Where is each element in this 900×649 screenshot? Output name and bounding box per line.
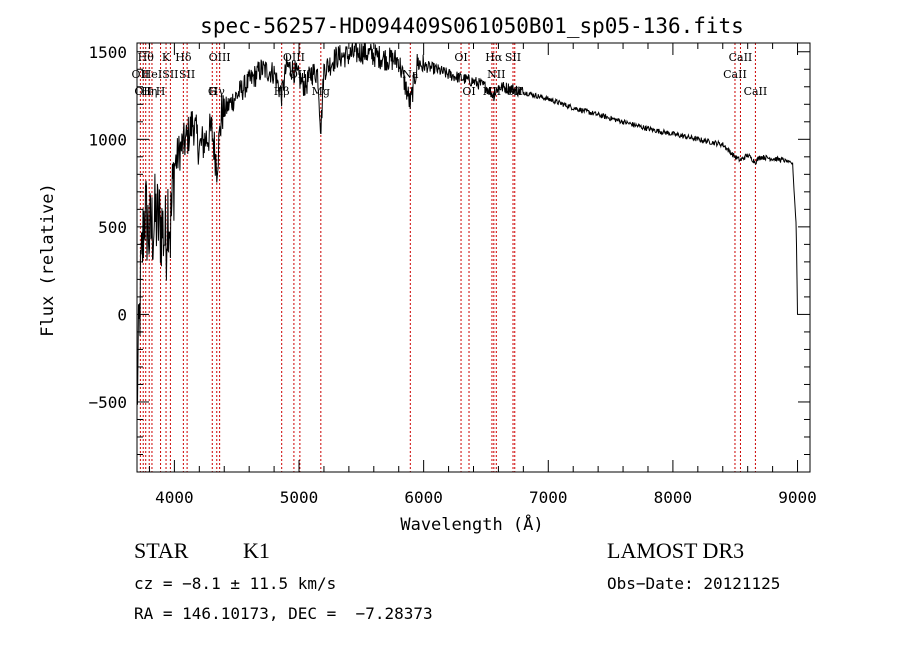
object-class: STAR [134,538,189,563]
line-marker-label: OI [454,51,467,64]
y-tick-label: 500 [98,218,127,237]
spectrum-line [136,42,798,405]
line-marker-label: NII [487,68,505,81]
x-tick-label: 8000 [654,488,693,507]
y-tick-label: 0 [117,305,127,324]
line-marker-label: H [156,85,166,98]
line-marker-label: Hδ [175,51,192,64]
line-marker-label: Hη [141,85,157,98]
line-marker-label: CaII [729,51,753,64]
line-marker-label: OII [132,68,150,81]
line-marker-label: Mg [312,85,330,98]
line-marker-label: SII [179,68,195,81]
line-marker-label: SII [505,51,521,64]
line-marker-labels: OIIOIIHθHηHeIHKSIIHδSIIGHγOIIIHβOIIIOIII… [132,51,768,98]
survey-name: LAMOST DR3 [607,538,745,563]
plot-frame [136,42,811,473]
line-marker-label: OI [462,85,475,98]
y-tick-label: 1500 [88,43,127,62]
y-axis: −500 0 500 1000 1500 [88,43,810,455]
line-marker-label: Hθ [138,51,155,64]
ra-dec: RA = 146.10173, DEC = −7.28373 [134,604,433,623]
x-tick-label: 9000 [778,488,817,507]
line-marker-label: HeI [142,68,162,81]
line-marker-label: Hγ [209,85,226,98]
line-marker-label: Hα [485,51,503,64]
x-tick-label: 5000 [280,488,319,507]
line-marker-label: SII [162,68,178,81]
line-marker-label: CaII [744,85,768,98]
line-marker-label: G [208,85,217,98]
y-tick-label: −500 [88,393,127,412]
obs-date: Obs−Date: 20121125 [607,574,781,593]
x-axis-label: Wavelength (Å) [400,513,543,535]
chart-title: spec-56257-HD094409S061050B01_sp05-136.f… [200,14,744,38]
line-marker-label: CaII [723,68,747,81]
line-marker-label: K [162,51,171,64]
object-subclass: K1 [243,538,270,563]
x-tick-label: 7000 [529,488,568,507]
x-tick-label: 6000 [404,488,443,507]
line-marker-label: OIII [209,51,231,64]
line-marker-label: OII [134,85,152,98]
x-tick-label: 4000 [155,488,194,507]
line-markers [139,43,756,472]
y-axis-label: Flux (relative) [38,183,58,337]
y-tick-label: 1000 [88,130,127,149]
redshift-cz: cz = −8.1 ± 11.5 km/s [134,574,337,593]
x-axis: 4000 5000 6000 7000 8000 9000 [148,43,817,507]
